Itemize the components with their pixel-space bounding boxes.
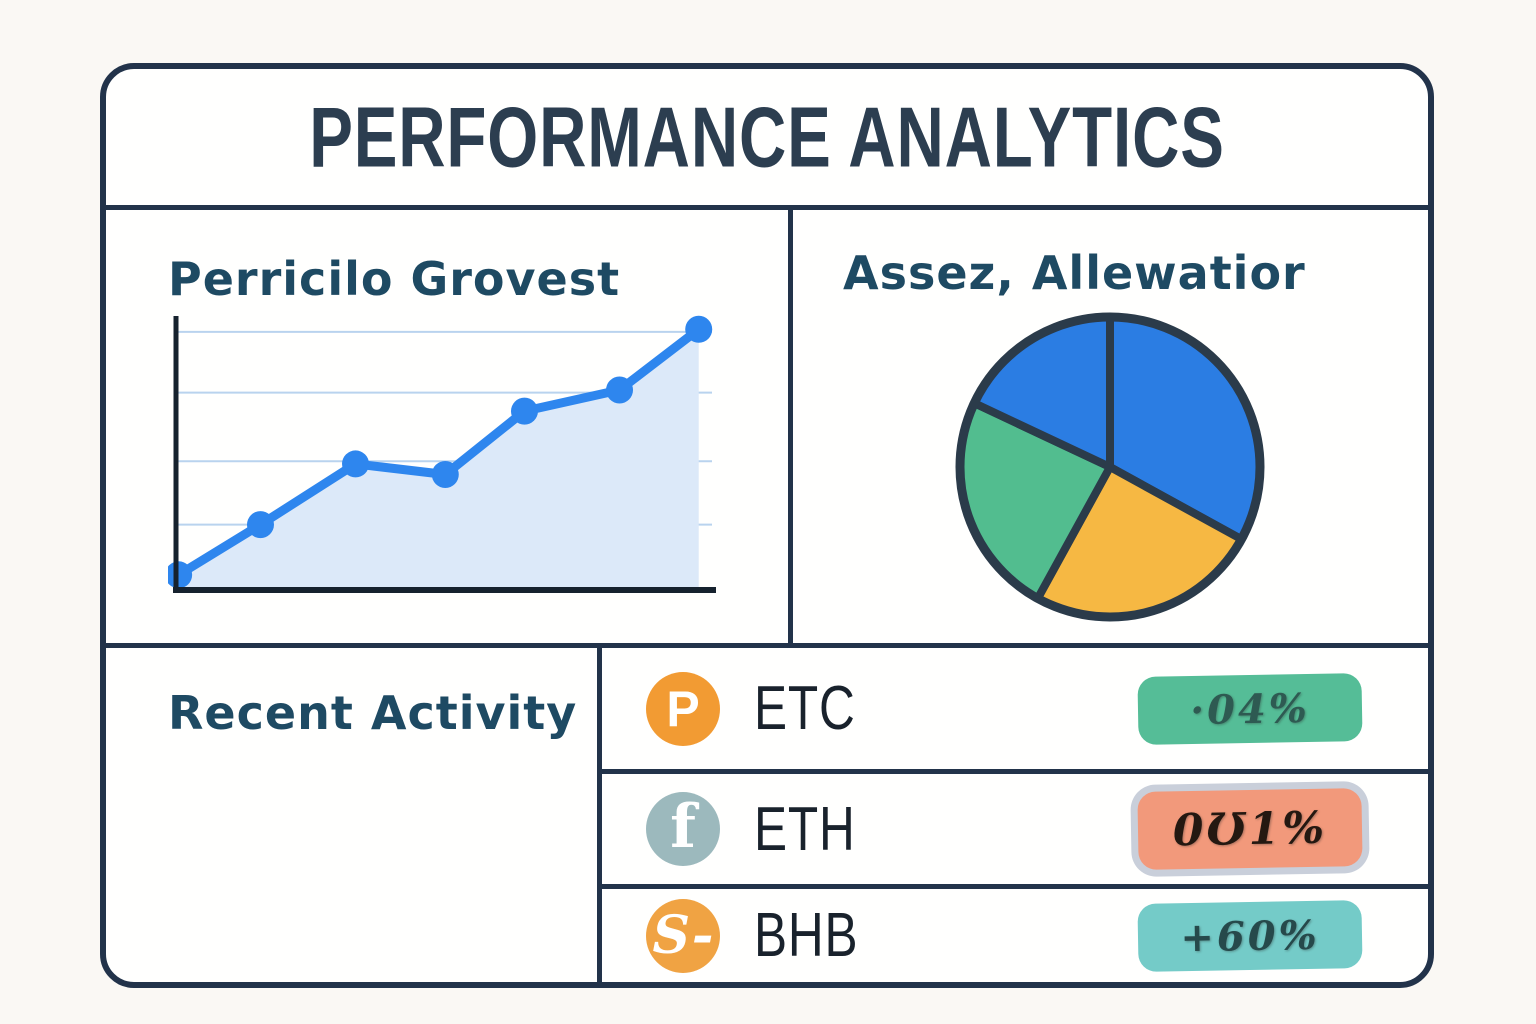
coin-glyph: S- xyxy=(652,904,714,966)
data-point xyxy=(510,397,538,425)
page-title: PERFORMANCE ANALYTICS xyxy=(309,88,1225,185)
pie-outline xyxy=(955,312,1265,622)
portfolio-growth-panel: Perricilo Grovest xyxy=(106,210,793,643)
p-coin-icon: P xyxy=(646,671,720,746)
coin-glyph: f xyxy=(670,792,696,862)
area-fill xyxy=(178,329,699,588)
activity-list: P ETC ·04% f ETH 0Ʊ1% S- BHB +60% xyxy=(602,648,1428,982)
asset-allocation-title: Assez, Allewatior xyxy=(843,246,1306,300)
coin-glyph: P xyxy=(666,680,700,737)
data-point xyxy=(685,315,713,343)
data-point xyxy=(431,460,459,488)
asset-allocation-panel: Assez, Allewatior xyxy=(793,210,1428,643)
dashboard-card: PERFORMANCE ANALYTICS Perricilo Grovest … xyxy=(100,63,1434,988)
asset-label: ETH xyxy=(754,794,856,864)
s-coin-icon: S- xyxy=(646,898,720,973)
title-bar: PERFORMANCE ANALYTICS xyxy=(106,69,1428,210)
data-point xyxy=(246,511,274,539)
activity-row[interactable]: P ETC ·04% xyxy=(602,648,1428,774)
activity-section: Recent Activity P ETC ·04% f ETH 0Ʊ1% S- BHB +60… xyxy=(106,648,1428,982)
portfolio-growth-line-chart xyxy=(168,315,716,593)
charts-section: Perricilo Grovest Assez, Allewatior xyxy=(106,210,1428,648)
change-badge: 0Ʊ1% xyxy=(1137,788,1363,870)
change-badge: ·04% xyxy=(1137,672,1363,745)
data-point xyxy=(342,450,370,478)
recent-activity-title: Recent Activity xyxy=(168,686,578,740)
activity-row[interactable]: f ETH 0Ʊ1% xyxy=(602,774,1428,889)
asset-allocation-pie-chart xyxy=(955,312,1265,622)
asset-label: ETC xyxy=(754,674,856,743)
recent-activity-panel: Recent Activity xyxy=(106,648,602,982)
data-point xyxy=(606,376,634,404)
asset-label: BHB xyxy=(754,901,859,970)
activity-row[interactable]: S- BHB +60% xyxy=(602,889,1428,982)
change-badge: +60% xyxy=(1137,899,1363,972)
portfolio-growth-title: Perricilo Grovest xyxy=(168,252,621,306)
f-coin-icon: f xyxy=(646,792,720,866)
